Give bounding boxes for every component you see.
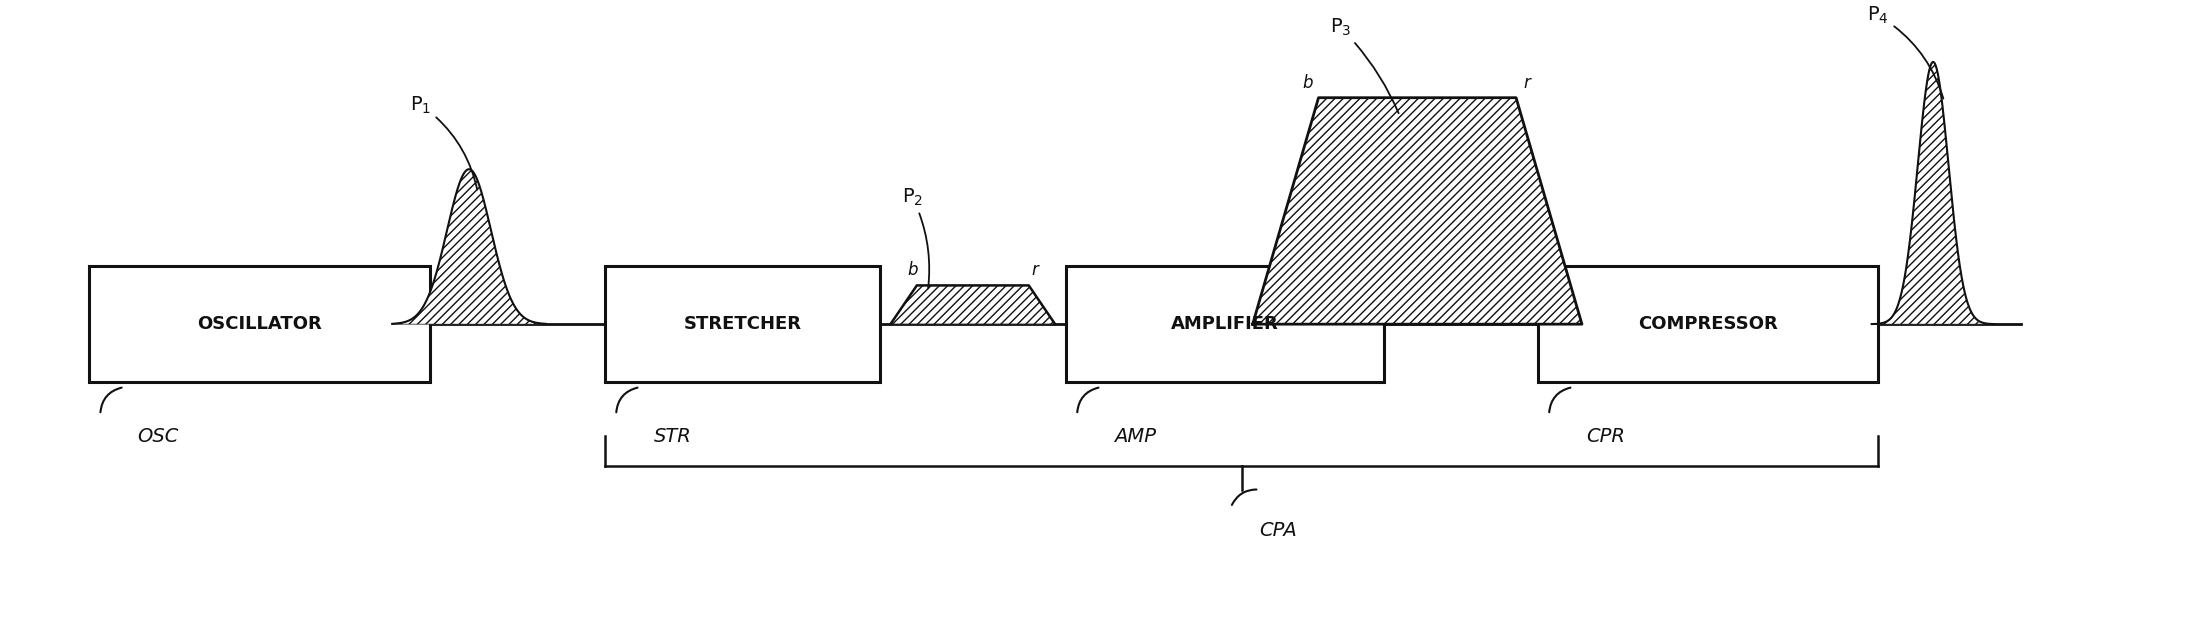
Text: AMP: AMP [1113, 427, 1155, 446]
Text: b: b [1303, 74, 1312, 92]
Text: STR: STR [654, 427, 691, 446]
Polygon shape [1253, 97, 1582, 324]
Text: OSCILLATOR: OSCILLATOR [197, 315, 323, 333]
Text: CPA: CPA [1259, 520, 1297, 540]
Text: P$_4$: P$_4$ [1867, 5, 1944, 99]
Text: OSC: OSC [137, 427, 179, 446]
Text: STRETCHER: STRETCHER [683, 315, 802, 333]
Bar [605, 266, 879, 382]
Text: P$_1$: P$_1$ [411, 94, 477, 190]
Text: b: b [908, 262, 917, 279]
Text: P$_3$: P$_3$ [1330, 17, 1398, 113]
Text: r: r [1524, 74, 1531, 92]
Text: COMPRESSOR: COMPRESSOR [1639, 315, 1778, 333]
Text: P$_2$: P$_2$ [901, 187, 930, 288]
Text: CPR: CPR [1586, 427, 1626, 446]
Polygon shape [890, 285, 1056, 324]
Text: r: r [1032, 262, 1038, 279]
Text: AMPLIFIER: AMPLIFIER [1171, 315, 1279, 333]
Bar [88, 266, 429, 382]
Bar [1537, 266, 1878, 382]
Bar [1067, 266, 1385, 382]
